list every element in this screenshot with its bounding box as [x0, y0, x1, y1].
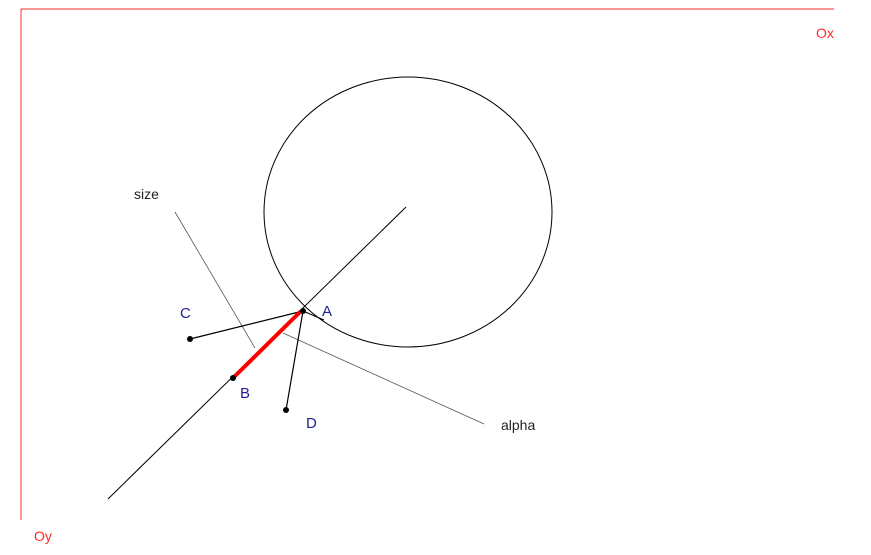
segment-ab	[231, 310, 302, 380]
size-label: size	[134, 186, 159, 202]
x-axis-label: Ox	[816, 25, 834, 41]
point-a-label: A	[322, 303, 332, 320]
segment-ac	[189, 310, 304, 340]
circle	[263, 76, 553, 348]
point-c-label: C	[180, 305, 191, 322]
point-a-marker	[300, 308, 306, 314]
point-c-marker	[187, 336, 193, 342]
point-b-marker	[230, 375, 236, 381]
y-axis-label: Oy	[34, 528, 52, 544]
alpha-label: alpha	[501, 417, 535, 433]
angle-arc	[302, 310, 325, 321]
point-b-label: B	[240, 385, 250, 402]
size-leader-line	[174, 211, 256, 349]
point-d-label: D	[306, 415, 317, 432]
point-d-marker	[283, 407, 289, 413]
segment-ad	[285, 310, 304, 411]
alpha-leader-line	[282, 332, 485, 425]
